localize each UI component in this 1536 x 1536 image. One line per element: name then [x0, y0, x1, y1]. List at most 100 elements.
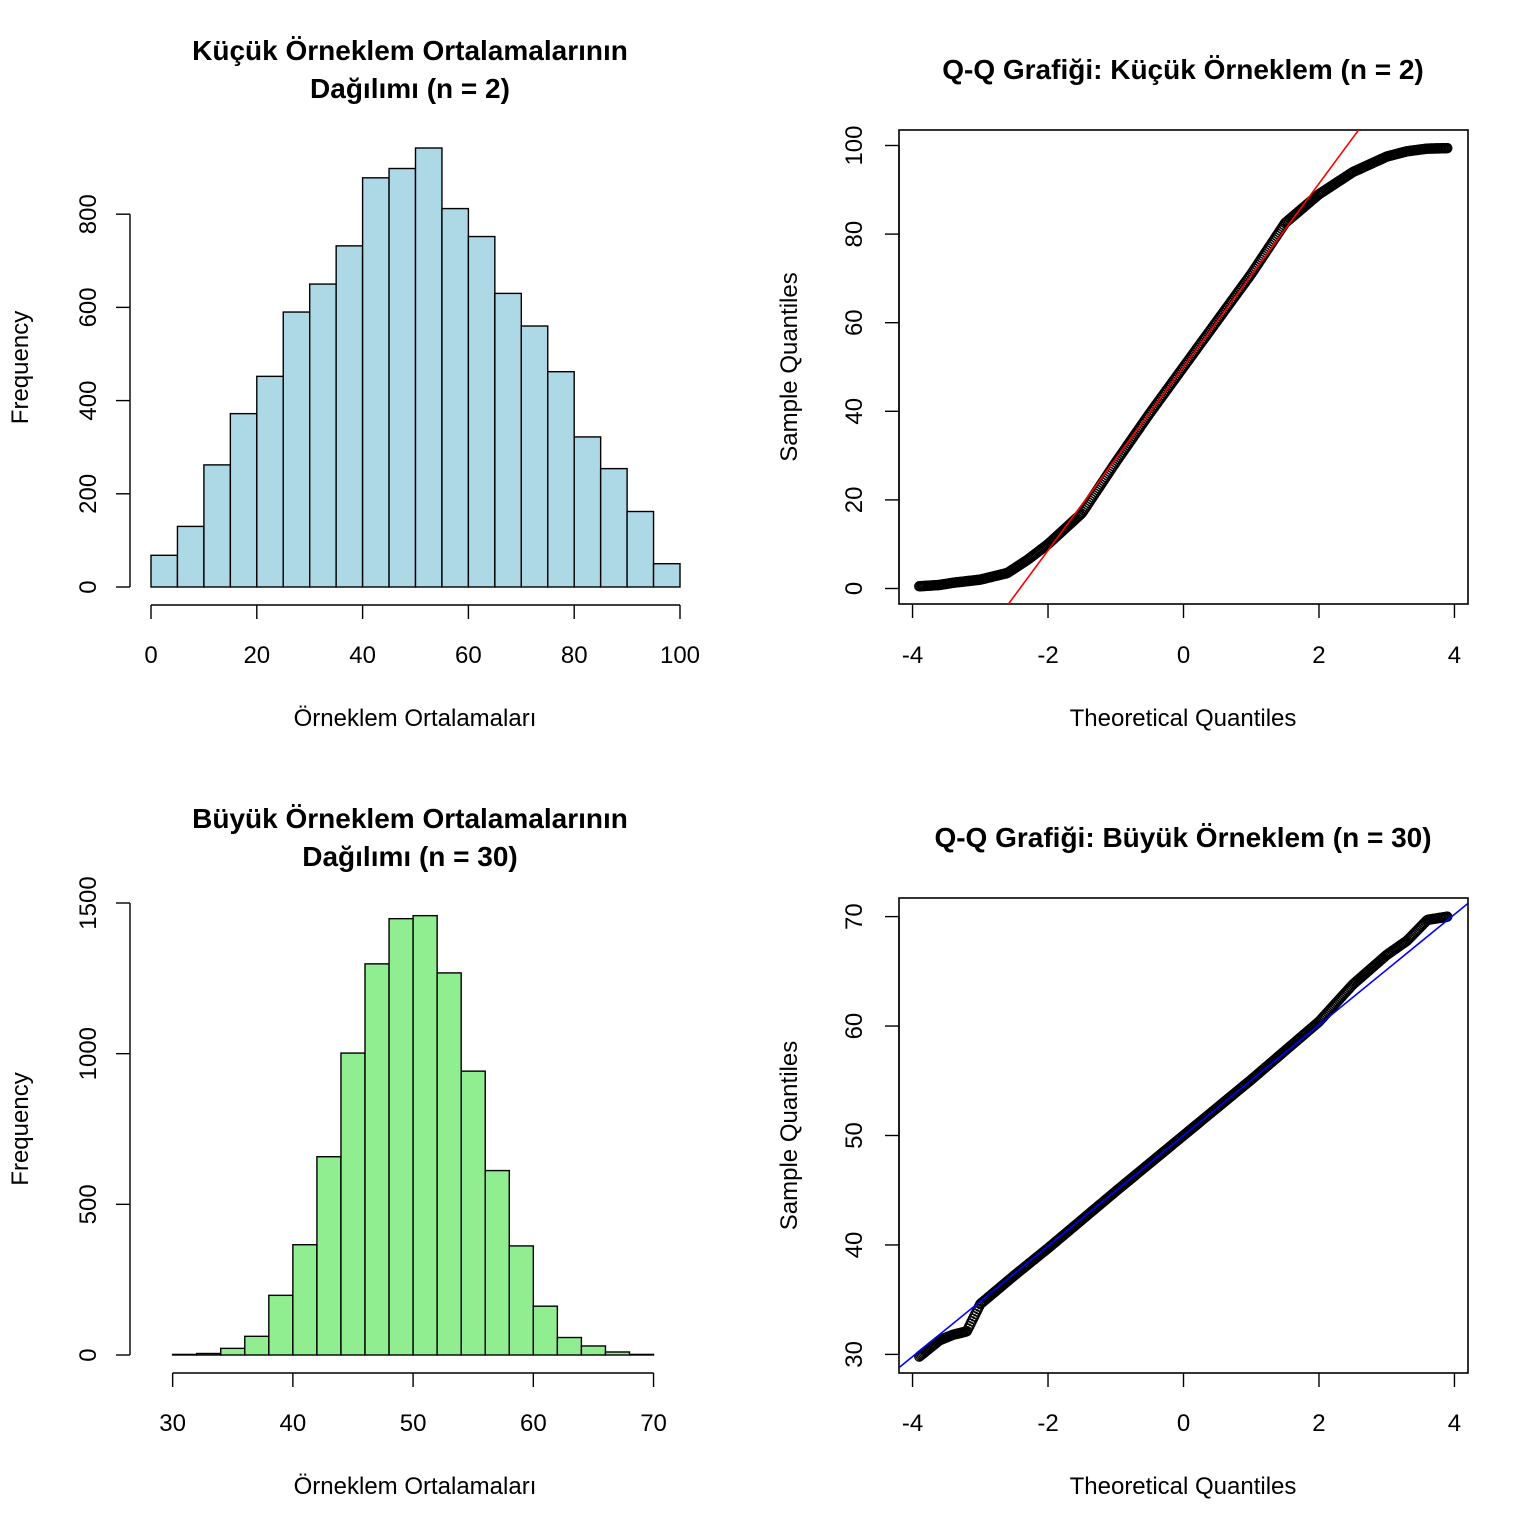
y-tick-label: 50 [841, 1122, 868, 1149]
qq-reference-line [899, 902, 1468, 1369]
y-axis-label: Frequency [7, 1072, 34, 1185]
histogram-bar [436, 972, 462, 1356]
histogram-bar [150, 554, 179, 588]
y-tick-label: 60 [841, 309, 868, 336]
x-tick-label: 4 [1448, 1410, 1461, 1437]
histogram-bar [508, 1245, 535, 1356]
y-tick-label: 0 [75, 1348, 102, 1361]
histogram-bar [441, 207, 470, 588]
y-tick-label: 0 [841, 582, 868, 595]
y-tick-label: 70 [841, 903, 868, 930]
histogram-bar [494, 292, 523, 588]
y-tick-label: 400 [75, 381, 102, 421]
histogram-bar [520, 325, 549, 588]
qq-point [1121, 441, 1132, 452]
histogram-bar [335, 245, 364, 588]
histogram-bar [580, 1345, 607, 1356]
histogram-bar [626, 510, 655, 588]
x-tick-label: -4 [902, 642, 923, 669]
y-tick-label: 80 [841, 221, 868, 248]
histogram-bar [361, 177, 390, 588]
x-tick-label: 2 [1312, 642, 1325, 669]
y-tick-label: 600 [75, 287, 102, 327]
histogram-bar [203, 464, 232, 588]
qq-point [1137, 418, 1148, 430]
histogram-bar [229, 412, 258, 588]
histogram-bar [573, 436, 602, 588]
y-tick-label: 0 [75, 580, 102, 593]
x-axis-label: Theoretical Quantiles [1070, 1473, 1297, 1500]
histogram-bar [604, 1351, 631, 1356]
chart-panel-4: Q-Q Grafiği: Büyük Örneklem (n = 30) -4 -2… [776, 822, 1469, 1500]
x-axis-label: Örneklem Ortalamaları [294, 705, 537, 732]
histogram-bar [547, 370, 575, 588]
histogram-bar [171, 1353, 198, 1356]
histogram-bar [460, 1070, 486, 1356]
histogram-bar [256, 375, 284, 588]
histogram-bar [556, 1336, 583, 1356]
y-tick-label: 100 [841, 125, 868, 165]
y-tick-label: 1000 [75, 1027, 102, 1080]
qq-point [1128, 430, 1140, 442]
x-tick-label: 0 [1177, 642, 1190, 669]
histogram-bar [282, 311, 311, 588]
histogram-bar [388, 167, 417, 588]
histogram-bar [195, 1352, 222, 1356]
chart-title-line: Q-Q Grafiği: Küçük Örneklem (n = 2) [942, 54, 1424, 85]
histogram-bar [316, 1156, 342, 1356]
qq-point [1125, 436, 1136, 447]
y-axis-label: Sample Quantiles [776, 1041, 803, 1230]
x-tick-label: 50 [400, 1410, 427, 1437]
x-tick-label: 60 [455, 642, 482, 669]
histogram-bar [244, 1335, 270, 1356]
chart-title-line: Dağılımı (n = 30) [302, 841, 518, 872]
y-tick-label: 800 [75, 194, 102, 234]
y-tick-label: 60 [841, 1013, 868, 1040]
x-tick-label: 60 [520, 1410, 547, 1437]
x-tick-label: 40 [280, 1410, 307, 1437]
histogram-bar [292, 1244, 318, 1356]
qq-points [914, 911, 1453, 1362]
x-tick-label: -2 [1037, 642, 1058, 669]
histogram-bar [599, 467, 628, 588]
qq-point [1122, 439, 1134, 451]
qq-point [1131, 427, 1142, 438]
histogram-bar [364, 963, 390, 1356]
histogram-bar [628, 1353, 655, 1356]
histogram-bar [176, 525, 205, 588]
qq-point [1135, 420, 1147, 431]
qq-point [1114, 451, 1125, 463]
histogram-bar [652, 562, 681, 588]
histogram-bar [309, 283, 337, 588]
x-tick-label: 80 [561, 642, 588, 669]
y-tick-label: 30 [841, 1341, 868, 1368]
y-axis-label: Sample Quantiles [776, 272, 803, 461]
chart-panel-1: Küçük Örneklem Ortalamalarının Dağılımı (… [7, 35, 700, 732]
histogram-bar [340, 1052, 366, 1356]
qq-point [1134, 422, 1146, 433]
x-tick-label: 100 [660, 642, 700, 669]
qq-point [1133, 423, 1145, 435]
qq-point [1126, 434, 1137, 445]
x-tick-label: 4 [1448, 642, 1461, 669]
chart-title-line: Büyük Örneklem Ortalamalarının [192, 803, 628, 834]
x-tick-label: 20 [243, 642, 270, 669]
chart-panel-3: Büyük Örneklem Ortalamalarının Dağılımı (… [7, 803, 667, 1500]
x-axis-label: Theoretical Quantiles [1070, 705, 1297, 732]
y-axis-label: Frequency [7, 311, 34, 424]
qq-reference-line [1007, 130, 1360, 604]
y-tick-label: 1500 [75, 876, 102, 929]
x-tick-label: 40 [349, 642, 376, 669]
histogram-bar [414, 147, 443, 588]
y-tick-label: 40 [841, 1232, 868, 1259]
qq-point [1442, 142, 1453, 154]
histogram-bar [467, 235, 496, 588]
qq-point [1118, 444, 1130, 456]
histogram-bar [412, 914, 438, 1356]
y-tick-label: 20 [841, 487, 868, 514]
qq-point [1132, 425, 1143, 437]
x-tick-label: 2 [1312, 1410, 1325, 1437]
qq-point [1139, 415, 1151, 426]
histogram-bar [388, 917, 414, 1356]
qq-point [1123, 437, 1135, 449]
